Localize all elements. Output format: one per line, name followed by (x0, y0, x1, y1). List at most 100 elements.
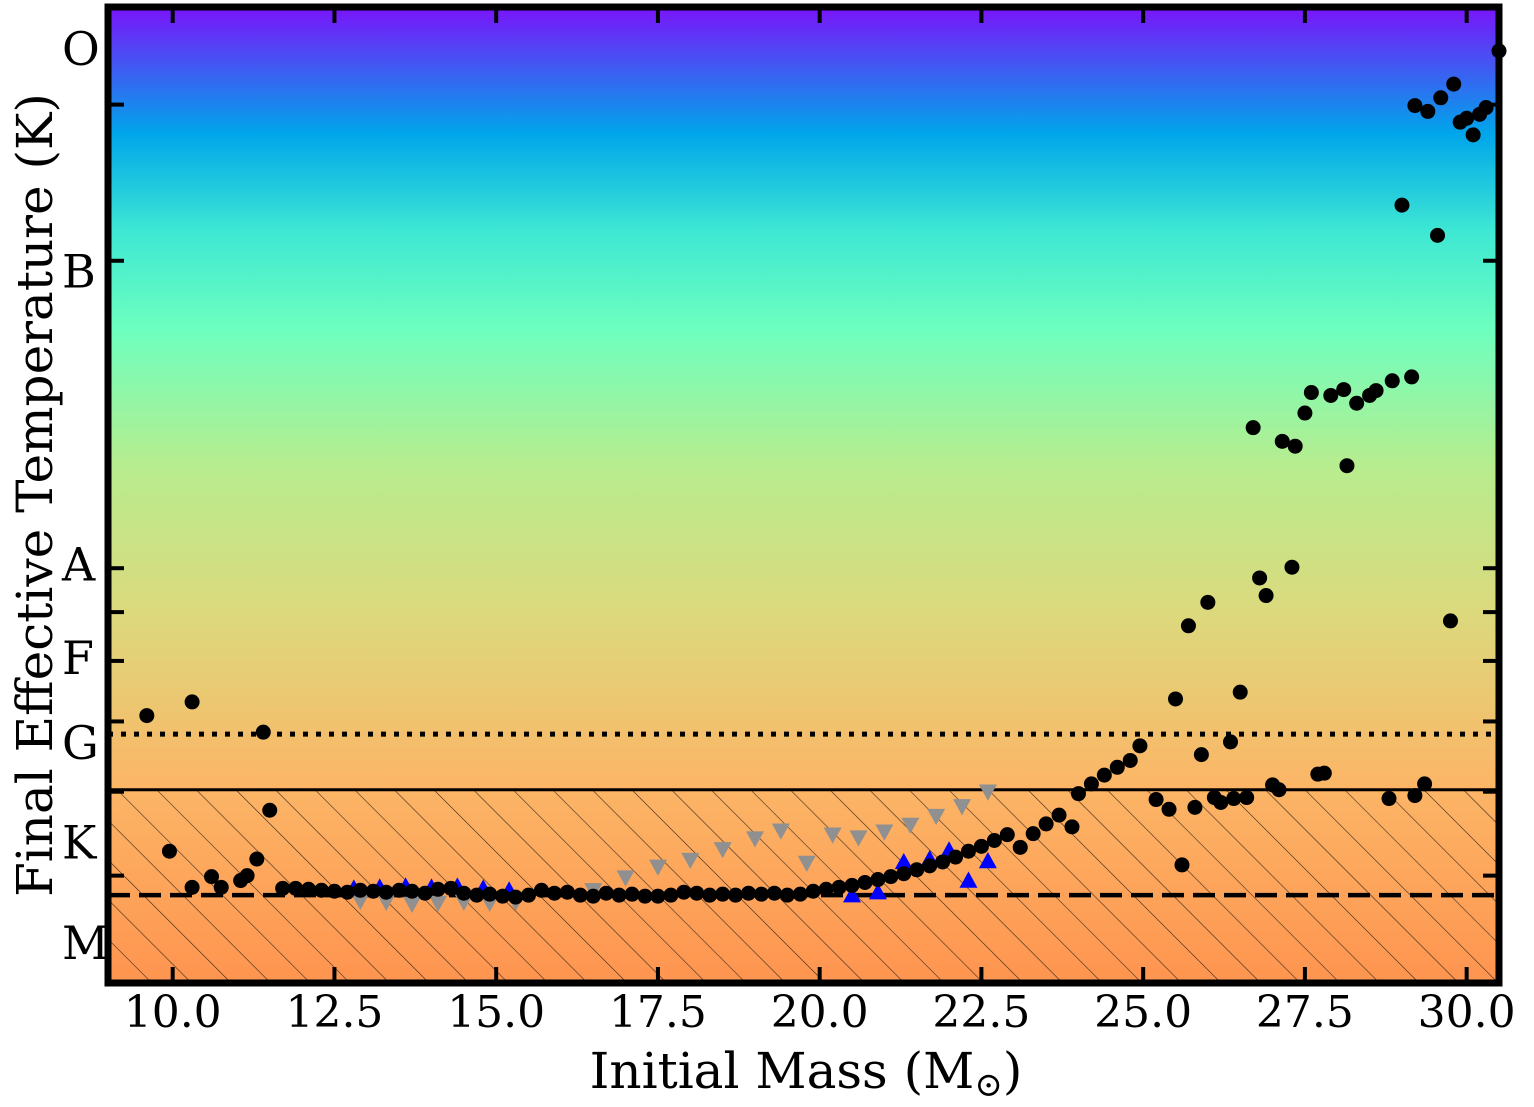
x-tick-label: 12.5 (285, 987, 383, 1038)
data-point-circle (139, 708, 155, 724)
data-point-circle (1433, 90, 1449, 106)
data-point-triangle-down (849, 830, 868, 847)
data-point-circle (1064, 819, 1080, 835)
data-point-circle (1323, 387, 1339, 403)
spectral-class-label-k: K (62, 815, 98, 869)
spectral-class-label-o: O (62, 22, 100, 76)
spectral-class-label-a: A (61, 537, 96, 591)
data-point-circle (883, 869, 899, 885)
data-point-circle (1384, 373, 1400, 389)
data-point-circle (637, 888, 653, 904)
data-point-circle (1446, 76, 1462, 92)
x-tick-label: 20.0 (771, 987, 869, 1038)
data-point-circle (831, 879, 847, 895)
data-point-circle (624, 886, 640, 902)
data-point-triangle-down (771, 823, 790, 840)
data-point-circle (1381, 791, 1397, 807)
data-point-circle (239, 868, 255, 884)
data-point-circle (805, 883, 821, 899)
data-point-circle (753, 886, 769, 902)
data-point-circle (417, 885, 433, 901)
data-point-circle (1297, 405, 1313, 421)
data-point-circle (689, 885, 705, 901)
data-point-circle (973, 838, 989, 854)
data-point-circle (1274, 433, 1290, 449)
data-point-circle (960, 843, 976, 859)
data-point-circle (1193, 747, 1209, 763)
data-point-circle (1407, 98, 1423, 114)
data-point-circle (1349, 395, 1365, 411)
x-tick-label: 10.0 (124, 987, 222, 1038)
data-point-circle (1226, 791, 1242, 807)
data-point-circle (1430, 227, 1446, 243)
data-point-circle (404, 883, 420, 899)
data-point-circle (495, 888, 511, 904)
data-point-circle (572, 887, 588, 903)
data-point-circle (715, 886, 731, 902)
data-point-circle (1180, 618, 1196, 634)
data-point-circle (1025, 826, 1041, 842)
data-point-circle (262, 802, 278, 818)
data-point-triangle-down (351, 893, 370, 911)
data-point-triangle-down (681, 852, 700, 870)
data-point-circle (204, 869, 220, 885)
data-point-circle (1245, 420, 1261, 436)
data-point-circle (1316, 765, 1332, 781)
data-point-circle (1239, 790, 1255, 806)
data-point-circle (792, 886, 808, 902)
data-point-circle (184, 879, 200, 895)
data-point-circle (611, 887, 627, 903)
data-point-circle (1051, 807, 1067, 823)
data-point-circle (1339, 458, 1355, 474)
data-point-circle (1271, 782, 1287, 798)
data-point-triangle-down (823, 827, 842, 844)
data-point-circle (1303, 385, 1319, 401)
data-point-circle (275, 880, 291, 896)
data-point-circle (1232, 684, 1248, 700)
data-point-circle (857, 874, 873, 890)
x-tick-label: 30.0 (1418, 987, 1516, 1038)
data-point-circle (728, 887, 744, 903)
data-point-circle (1368, 383, 1384, 399)
spectral-class-label-m: M (62, 916, 109, 970)
data-point-circle (1459, 110, 1475, 126)
data-point-circle (456, 885, 472, 901)
data-point-circle (255, 724, 271, 740)
data-point-circle (314, 882, 330, 898)
data-point-circle (521, 887, 537, 903)
data-point-triangle-down (745, 831, 764, 848)
data-point-triangle-down (713, 842, 732, 859)
data-point-circle (818, 881, 834, 897)
data-point-circle (1465, 127, 1481, 143)
data-point-circle (779, 887, 795, 903)
data-point-circle (1417, 776, 1433, 792)
data-point-circle (339, 884, 355, 900)
data-point-circle (249, 851, 265, 867)
data-point-triangle-down (377, 894, 396, 911)
data-point-circle (1038, 816, 1054, 832)
data-point-circle (1187, 799, 1203, 815)
data-point-circle (585, 888, 601, 904)
data-point-circle (533, 882, 549, 898)
data-point-triangle-down (428, 895, 447, 912)
data-point-circle (922, 858, 938, 874)
data-point-circle (999, 827, 1015, 843)
data-point-circle (1213, 794, 1229, 810)
data-point-circle (443, 880, 459, 896)
series-circle (139, 43, 1507, 905)
plot-frame (104, 3, 1503, 987)
data-point-circle (378, 884, 394, 900)
data-point-triangle-up (959, 871, 978, 888)
data-point-circle (546, 885, 562, 901)
data-point-circle (1284, 559, 1300, 575)
data-point-circle (1394, 197, 1410, 213)
data-point-circle (391, 882, 407, 898)
data-point-circle (1252, 570, 1268, 586)
x-tick-label: 25.0 (1094, 987, 1192, 1038)
spectral-class-label-b: B (62, 244, 96, 298)
data-point-circle (870, 872, 886, 888)
data-point-circle (896, 866, 912, 882)
data-point-triangle-up (978, 852, 997, 869)
